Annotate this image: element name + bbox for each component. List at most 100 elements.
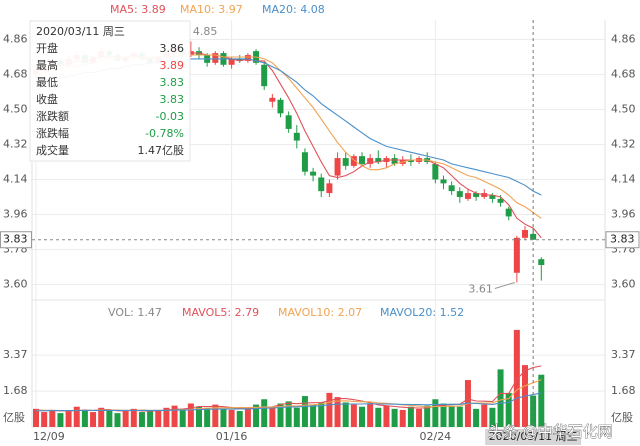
volume-bar bbox=[204, 407, 211, 427]
tooltip-label: 最高 bbox=[36, 58, 58, 72]
watermark: 头条 @中华石化网 bbox=[488, 423, 613, 441]
candle-body bbox=[318, 177, 325, 192]
volume-bar bbox=[196, 406, 202, 427]
candle-body bbox=[407, 160, 414, 162]
y2-tick-label: 3.60 bbox=[611, 277, 636, 290]
candle-body bbox=[269, 97, 276, 102]
volume-bar bbox=[407, 406, 414, 427]
volume-bar bbox=[432, 399, 439, 427]
volume-bar bbox=[49, 409, 56, 427]
volume-bar bbox=[106, 410, 113, 427]
candle-body bbox=[236, 58, 243, 61]
tooltip-label: 涨跌幅 bbox=[36, 126, 69, 140]
tooltip-value: 1.47亿股 bbox=[138, 144, 185, 157]
candle-body bbox=[359, 156, 365, 164]
candle-body bbox=[391, 158, 398, 164]
crosshair-date: 2020/03/11 周三 bbox=[489, 430, 578, 443]
volume-bar bbox=[424, 405, 431, 427]
volume-bar bbox=[391, 408, 398, 427]
volume-bar bbox=[473, 408, 480, 427]
volume-bar bbox=[497, 369, 504, 427]
y-tick-label: 4.86 bbox=[3, 32, 28, 45]
volume-bar bbox=[90, 412, 97, 427]
volume-bar bbox=[367, 403, 374, 427]
y-tick-label: 4.50 bbox=[3, 102, 28, 115]
volume-bar bbox=[236, 410, 243, 427]
volume-bar bbox=[33, 408, 39, 427]
candle-body bbox=[350, 156, 357, 166]
volume-bar bbox=[155, 409, 162, 427]
y2-tick-label: 4.32 bbox=[611, 137, 636, 150]
volume-bar bbox=[513, 329, 520, 427]
y2-tick-label: 4.50 bbox=[611, 102, 636, 115]
volume-bar bbox=[81, 409, 88, 427]
volume-bar bbox=[163, 407, 170, 427]
candle-body bbox=[513, 237, 520, 273]
volume-bar bbox=[334, 397, 341, 427]
volume-bar bbox=[187, 403, 194, 427]
tooltip-label: 开盘 bbox=[36, 41, 58, 55]
legend-label: MAVOL10: 2.07 bbox=[278, 306, 362, 319]
volume-bar bbox=[171, 405, 178, 427]
y2-tick-label: 3.37 bbox=[611, 348, 636, 361]
candle-body bbox=[342, 158, 349, 166]
unit-label: 亿股 bbox=[611, 411, 633, 424]
candle-body bbox=[301, 152, 308, 172]
volume-bar bbox=[293, 407, 300, 427]
volume-bar bbox=[269, 406, 276, 427]
legend-label: MA5: 3.89 bbox=[110, 3, 166, 16]
y-tick-label: 4.14 bbox=[3, 172, 28, 185]
candle-body bbox=[497, 198, 504, 203]
volume-bar bbox=[261, 399, 268, 427]
volume-bar bbox=[301, 396, 308, 427]
candle-body bbox=[432, 163, 439, 180]
crosshair-date-box bbox=[485, 429, 582, 445]
tooltip-label: 涨跌额 bbox=[36, 109, 69, 123]
tooltip-value: 3.83 bbox=[160, 93, 185, 106]
candle-body bbox=[375, 158, 382, 162]
volume-bar bbox=[212, 404, 219, 427]
y2-tick-label: 4.68 bbox=[611, 67, 636, 80]
x-tick-label: 01/16 bbox=[216, 430, 248, 443]
tooltip-value: 3.86 bbox=[160, 42, 185, 55]
volume-bar bbox=[65, 410, 72, 427]
candle-body bbox=[334, 158, 341, 176]
candle-body bbox=[456, 191, 463, 197]
volume-bar bbox=[375, 407, 382, 427]
candle-body bbox=[522, 230, 528, 238]
unit-label: 亿股 bbox=[3, 411, 25, 424]
min-label: 3.61 bbox=[468, 283, 493, 296]
mavol-line bbox=[36, 392, 542, 412]
current-price-box bbox=[605, 231, 640, 249]
volume-bar bbox=[538, 374, 545, 427]
legend-label: MA10: 3.97 bbox=[180, 3, 243, 16]
tooltip-label: 成交量 bbox=[36, 143, 69, 157]
candle-body bbox=[505, 208, 512, 217]
y2-tick-label: 4.14 bbox=[611, 172, 636, 185]
volume-bar bbox=[73, 406, 80, 427]
tooltip-value: -0.03 bbox=[156, 110, 184, 123]
volume-bar bbox=[130, 408, 137, 427]
volume-bar bbox=[253, 404, 260, 427]
y-tick-label: 3.96 bbox=[3, 207, 28, 220]
volume-bar bbox=[456, 406, 463, 427]
current-price-label: 3.83 bbox=[3, 233, 28, 246]
volume-bar bbox=[383, 405, 390, 427]
legend-label: MA20: 4.08 bbox=[262, 3, 325, 16]
y-tick-label: 4.32 bbox=[3, 137, 28, 150]
legend-label: MAVOL5: 2.79 bbox=[182, 306, 259, 319]
volume-bar bbox=[440, 403, 447, 427]
volume-bar bbox=[448, 405, 455, 427]
current-price-label: 3.83 bbox=[610, 233, 635, 246]
volume-bar bbox=[98, 407, 105, 427]
candle-body bbox=[448, 185, 455, 192]
volume-bar bbox=[41, 412, 48, 427]
volume-bar bbox=[318, 402, 325, 427]
volume-bar bbox=[114, 413, 121, 427]
legend-label: MAVOL20: 1.52 bbox=[380, 306, 464, 319]
y-tick-label: 1.68 bbox=[3, 384, 28, 397]
volume-bar bbox=[57, 413, 64, 427]
candle-body bbox=[464, 193, 471, 199]
y-tick-label: 4.68 bbox=[3, 67, 28, 80]
